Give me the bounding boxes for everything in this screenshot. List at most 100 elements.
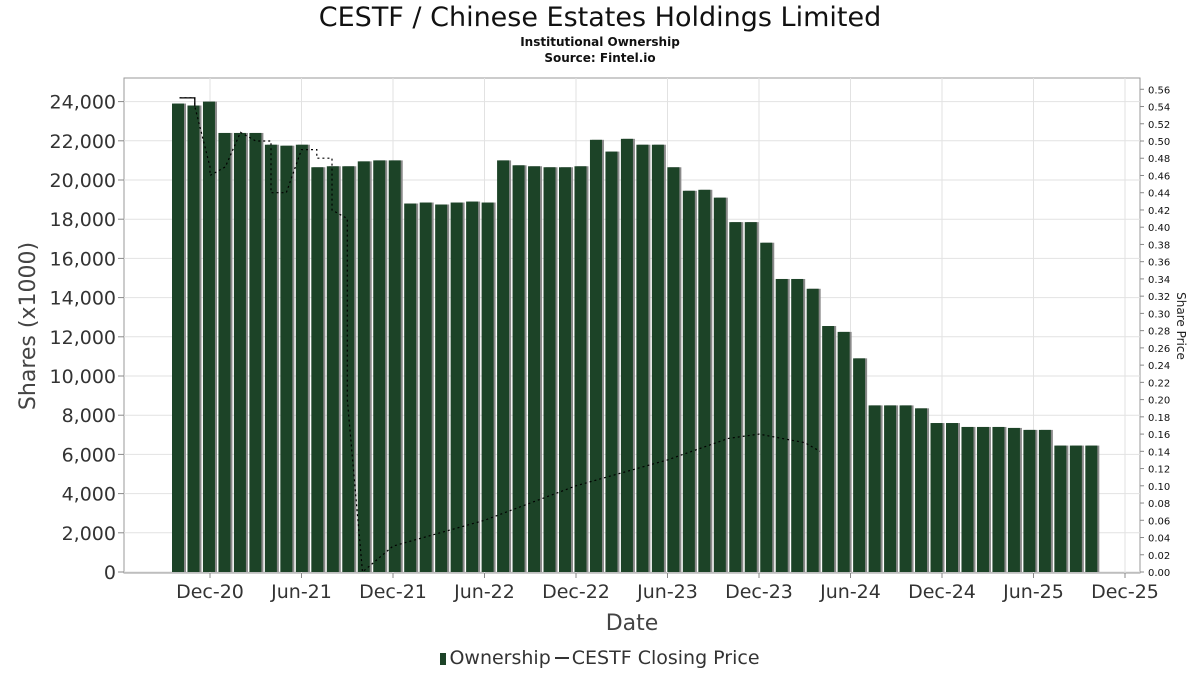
ownership-bar: [326, 166, 339, 572]
legend-price-swatch: [554, 657, 569, 659]
y-axis-label: Shares (x1000): [16, 242, 41, 410]
y2-tick-label: 0.04: [1148, 534, 1170, 545]
y2-tick-label: 0.20: [1148, 396, 1170, 407]
legend: Ownership CESTF Closing Price: [0, 647, 1200, 669]
ownership-bar: [667, 167, 680, 572]
ownership-bar: [466, 201, 479, 572]
x-tick-label: Jun-25: [1002, 581, 1064, 603]
x-tick-label: Jun-24: [819, 581, 881, 603]
y-tick-label: 16,000: [50, 248, 116, 270]
ownership-bar: [729, 222, 742, 572]
y2-tick-label: 0.12: [1148, 465, 1170, 476]
ownership-bar: [589, 139, 602, 572]
y-tick-label: 18,000: [50, 209, 116, 231]
y2-axis-label: Share Price: [1174, 292, 1188, 360]
ownership-bar: [775, 278, 788, 572]
y2-tick-label: 0.48: [1148, 154, 1170, 165]
ownership-bar: [373, 160, 386, 572]
ownership-bar: [1023, 429, 1036, 572]
x-tick-label: Dec-24: [908, 581, 976, 603]
y-tick-label: 4,000: [62, 484, 116, 506]
ownership-bar: [574, 166, 587, 572]
x-tick-label: Dec-21: [359, 581, 427, 603]
ownership-bar: [620, 138, 633, 572]
ownership-bar: [806, 288, 819, 572]
y2-tick-label: 0.54: [1148, 103, 1170, 114]
y-tick-label: 22,000: [50, 131, 116, 153]
x-tick-label: Dec-25: [1091, 581, 1159, 603]
ownership-bar: [976, 426, 989, 572]
y2-tick-label: 0.28: [1148, 327, 1170, 338]
ownership-bar: [1069, 445, 1082, 572]
ownership-bars: [172, 101, 1100, 573]
ownership-bar: [388, 160, 401, 572]
y2-tick-label: 0.32: [1148, 292, 1170, 303]
y2-tick-label: 0.50: [1148, 137, 1170, 148]
y-tick-label: 20,000: [50, 170, 116, 192]
ownership-bar: [311, 167, 324, 572]
y2-tick-label: 0.34: [1148, 275, 1170, 286]
legend-ownership-swatch: [440, 653, 447, 665]
x-tick-label: Dec-22: [542, 581, 610, 603]
y2-tick-label: 0.10: [1148, 482, 1170, 493]
y2-tick-label: 0.02: [1148, 551, 1170, 562]
ownership-bar: [187, 105, 200, 573]
chart-subtitle: Institutional Ownership: [520, 35, 680, 49]
y2-tick-label: 0.24: [1148, 361, 1170, 372]
y-tick-label: 0: [104, 562, 116, 584]
ownership-bar: [280, 145, 293, 572]
ownership-bar: [512, 165, 525, 573]
ownership-bar: [868, 405, 881, 572]
ownership-bar: [744, 222, 757, 572]
ownership-bar: [930, 423, 943, 572]
x-tick-label: Jun-23: [636, 581, 698, 603]
y2-tick-label: 0.38: [1148, 240, 1170, 251]
y2-axis-ticks: 0.00 0.02 0.04 0.06 0.08 0.10 0.12 0.14 0.16 0.18…: [1140, 85, 1170, 579]
x-axis-label: Date: [606, 611, 659, 636]
ownership-bar: [682, 190, 695, 572]
ownership-bar: [419, 202, 432, 573]
ownership-bar: [543, 167, 556, 572]
y2-tick-label: 0.46: [1148, 171, 1170, 182]
x-axis-ticks: Dec-20 Jun-21 Dec-21 Jun-22 Dec-22 Jun-23 Dec-…: [176, 573, 1159, 603]
ownership-bar: [481, 202, 494, 573]
ownership-bar: [992, 426, 1005, 572]
y2-tick-label: 0.14: [1148, 447, 1170, 458]
y2-tick-label: 0.52: [1148, 120, 1170, 131]
y-tick-label: 14,000: [50, 288, 116, 310]
ownership-bar: [1007, 427, 1020, 572]
ownership-bar: [636, 144, 649, 572]
y2-tick-label: 0.00: [1148, 568, 1170, 579]
ownership-bar: [713, 197, 726, 572]
y-tick-label: 12,000: [50, 327, 116, 349]
y-tick-label: 2,000: [62, 523, 116, 545]
y2-tick-label: 0.22: [1148, 378, 1170, 389]
ownership-bar: [233, 132, 246, 572]
ownership-bar: [497, 160, 510, 572]
y-tick-label: 24,000: [50, 92, 116, 114]
x-tick-label: Jun-21: [270, 581, 332, 603]
x-tick-label: Jun-22: [453, 581, 515, 603]
legend-ownership-label: Ownership: [449, 647, 551, 669]
ownership-bar: [837, 331, 850, 572]
legend-price-label: CESTF Closing Price: [571, 647, 760, 669]
ownership-bar: [528, 166, 541, 572]
y2-tick-label: 0.06: [1148, 516, 1170, 527]
x-tick-label: Dec-23: [725, 581, 793, 603]
y2-tick-label: 0.42: [1148, 206, 1170, 217]
ownership-bar: [651, 144, 664, 572]
ownership-bar: [946, 423, 958, 572]
ownership-bar: [760, 242, 773, 572]
ownership-bar: [791, 278, 804, 572]
ownership-bar: [218, 132, 231, 572]
ownership-bar: [172, 103, 184, 572]
price-line-early: [179, 97, 196, 107]
y2-tick-label: 0.16: [1148, 430, 1170, 441]
ownership-bar: [295, 144, 308, 572]
ownership-bar: [202, 101, 215, 572]
y2-tick-label: 0.26: [1148, 344, 1170, 355]
y2-tick-label: 0.30: [1148, 309, 1170, 320]
ownership-bar: [559, 167, 571, 572]
y-tick-label: 10,000: [50, 366, 116, 388]
